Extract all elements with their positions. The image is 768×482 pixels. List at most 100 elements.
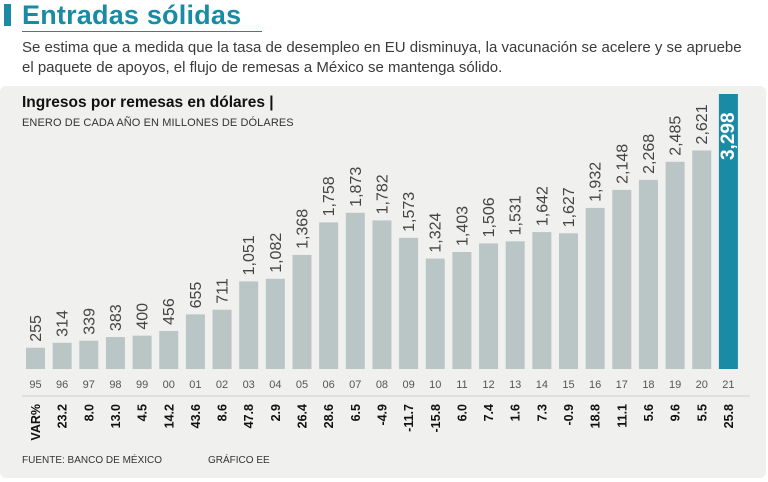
value-label-00: 456	[161, 298, 178, 325]
bar-09	[399, 237, 419, 369]
year-label-19: 19	[669, 379, 681, 391]
bar-11	[452, 252, 472, 369]
bar-14	[532, 232, 552, 369]
bar-15	[559, 233, 578, 369]
value-label-10: 1,324	[428, 212, 445, 252]
year-label-15: 15	[562, 379, 574, 391]
value-label-95: 255	[28, 315, 45, 342]
value-label-01: 655	[188, 282, 205, 309]
value-label-13: 1,531	[508, 195, 525, 235]
var-value-08: -4.9	[375, 404, 389, 426]
var-value-20: 5.5	[695, 404, 709, 421]
year-label-03: 03	[243, 379, 255, 391]
var-value-00: 14.2	[162, 404, 176, 428]
year-label-96: 96	[56, 379, 68, 391]
value-label-12: 1,506	[481, 197, 498, 237]
year-label-13: 13	[509, 379, 521, 391]
value-label-02: 711	[215, 278, 232, 304]
var-value-10: -15.8	[429, 404, 443, 433]
value-label-21: 3,298	[718, 112, 739, 160]
year-label-98: 98	[109, 379, 121, 391]
bar-04	[265, 278, 285, 369]
var-value-19: 9.6	[669, 404, 683, 421]
year-label-11: 11	[456, 379, 467, 391]
value-label-14: 1,642	[534, 186, 551, 226]
bar-06	[319, 222, 339, 369]
bar-03	[239, 281, 259, 369]
bar-95	[26, 347, 45, 369]
var-value-18: 5.6	[642, 404, 656, 421]
var-value-97: 8.0	[82, 404, 96, 421]
bar-21	[718, 94, 738, 369]
year-label-09: 09	[402, 379, 414, 391]
bar-19	[665, 161, 685, 369]
value-label-06: 1,758	[321, 176, 338, 216]
bar-07	[345, 212, 365, 369]
bar-02	[212, 309, 232, 369]
bar-17	[612, 189, 632, 369]
value-label-19: 2,485	[668, 116, 685, 156]
value-label-04: 1,082	[268, 233, 285, 273]
year-label-00: 00	[163, 379, 175, 391]
var-value-11: 6.0	[455, 404, 469, 421]
year-label-08: 08	[376, 379, 388, 391]
bar-18	[638, 179, 658, 369]
var-value-17: 11.1	[615, 404, 629, 428]
year-label-21: 21	[722, 379, 734, 391]
value-label-09: 1,573	[401, 192, 418, 232]
value-label-17: 2,148	[614, 144, 631, 184]
value-label-18: 2,268	[641, 134, 658, 174]
var-value-04: 2.9	[269, 404, 283, 421]
var-value-96: 23.2	[56, 404, 70, 428]
var-value-21: 25.8	[722, 404, 736, 428]
value-label-96: 314	[55, 310, 72, 337]
bar-00	[159, 330, 179, 369]
value-label-97: 339	[81, 308, 98, 335]
value-label-16: 1,932	[588, 162, 605, 202]
year-label-02: 02	[216, 379, 228, 391]
var-value-06: 28.6	[322, 404, 336, 428]
var-value-02: 8.6	[216, 404, 230, 421]
value-label-99: 400	[135, 303, 152, 330]
var-value-14: 7.3	[535, 404, 549, 421]
value-label-11: 1,403	[454, 206, 471, 246]
year-label-95: 95	[29, 379, 41, 391]
source-note: FUENTE: BANCO DE MÉXICO	[22, 455, 163, 466]
var-value-98: 13.0	[109, 404, 123, 428]
year-label-05: 05	[296, 379, 308, 391]
bar-01	[185, 314, 205, 369]
year-label-07: 07	[349, 379, 361, 391]
value-label-08: 1,782	[374, 174, 391, 214]
var-label: VAR%	[29, 404, 43, 441]
credit-note: GRÁFICO EE	[208, 455, 270, 466]
value-label-98: 383	[108, 304, 125, 331]
year-label-12: 12	[482, 379, 494, 391]
bar-08	[372, 220, 392, 369]
year-label-01: 01	[189, 379, 201, 391]
year-label-20: 20	[696, 379, 708, 391]
bar-05	[292, 254, 312, 369]
var-value-12: 7.4	[482, 404, 496, 421]
chart-title: Ingresos por remesas en dólares |	[22, 94, 274, 111]
var-value-13: 1.6	[509, 404, 523, 421]
bar-97	[79, 340, 99, 369]
title-accent-bar	[4, 4, 11, 26]
var-value-15: -0.9	[562, 404, 576, 426]
var-value-99: 4.5	[136, 404, 150, 421]
year-label-04: 04	[269, 379, 281, 391]
var-value-03: 47.8	[242, 404, 256, 428]
bar-98	[105, 337, 125, 369]
bar-13	[505, 241, 525, 369]
value-label-07: 1,873	[348, 167, 365, 207]
year-label-18: 18	[642, 379, 654, 391]
title-rule	[22, 31, 262, 32]
bar-99	[132, 335, 152, 369]
bar-10	[425, 258, 445, 369]
bar-20	[692, 150, 712, 369]
bar-16	[585, 207, 605, 369]
var-value-01: 43.6	[189, 404, 203, 428]
year-label-06: 06	[323, 379, 335, 391]
var-value-05: 26.4	[296, 404, 310, 428]
value-label-20: 2,621	[694, 104, 711, 144]
